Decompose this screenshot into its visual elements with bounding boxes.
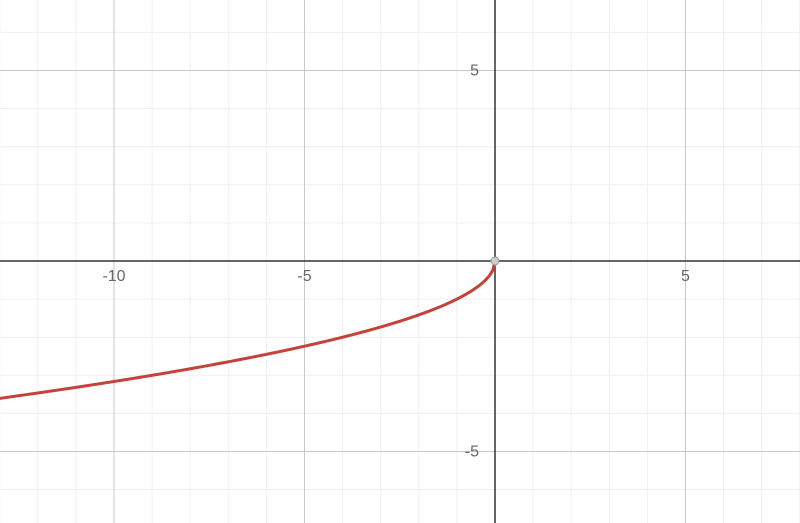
x-tick-label: -5 — [297, 268, 311, 285]
y-tick-label: 5 — [470, 63, 479, 80]
y-tick-label: -5 — [465, 444, 479, 461]
x-tick-label: -10 — [102, 268, 125, 285]
endpoint-marker — [491, 257, 499, 265]
x-tick-label: 5 — [681, 268, 690, 285]
graph-plot: -10 -5 5 -5 5 — [0, 0, 800, 523]
chart-svg: -10 -5 5 -5 5 — [0, 0, 800, 523]
